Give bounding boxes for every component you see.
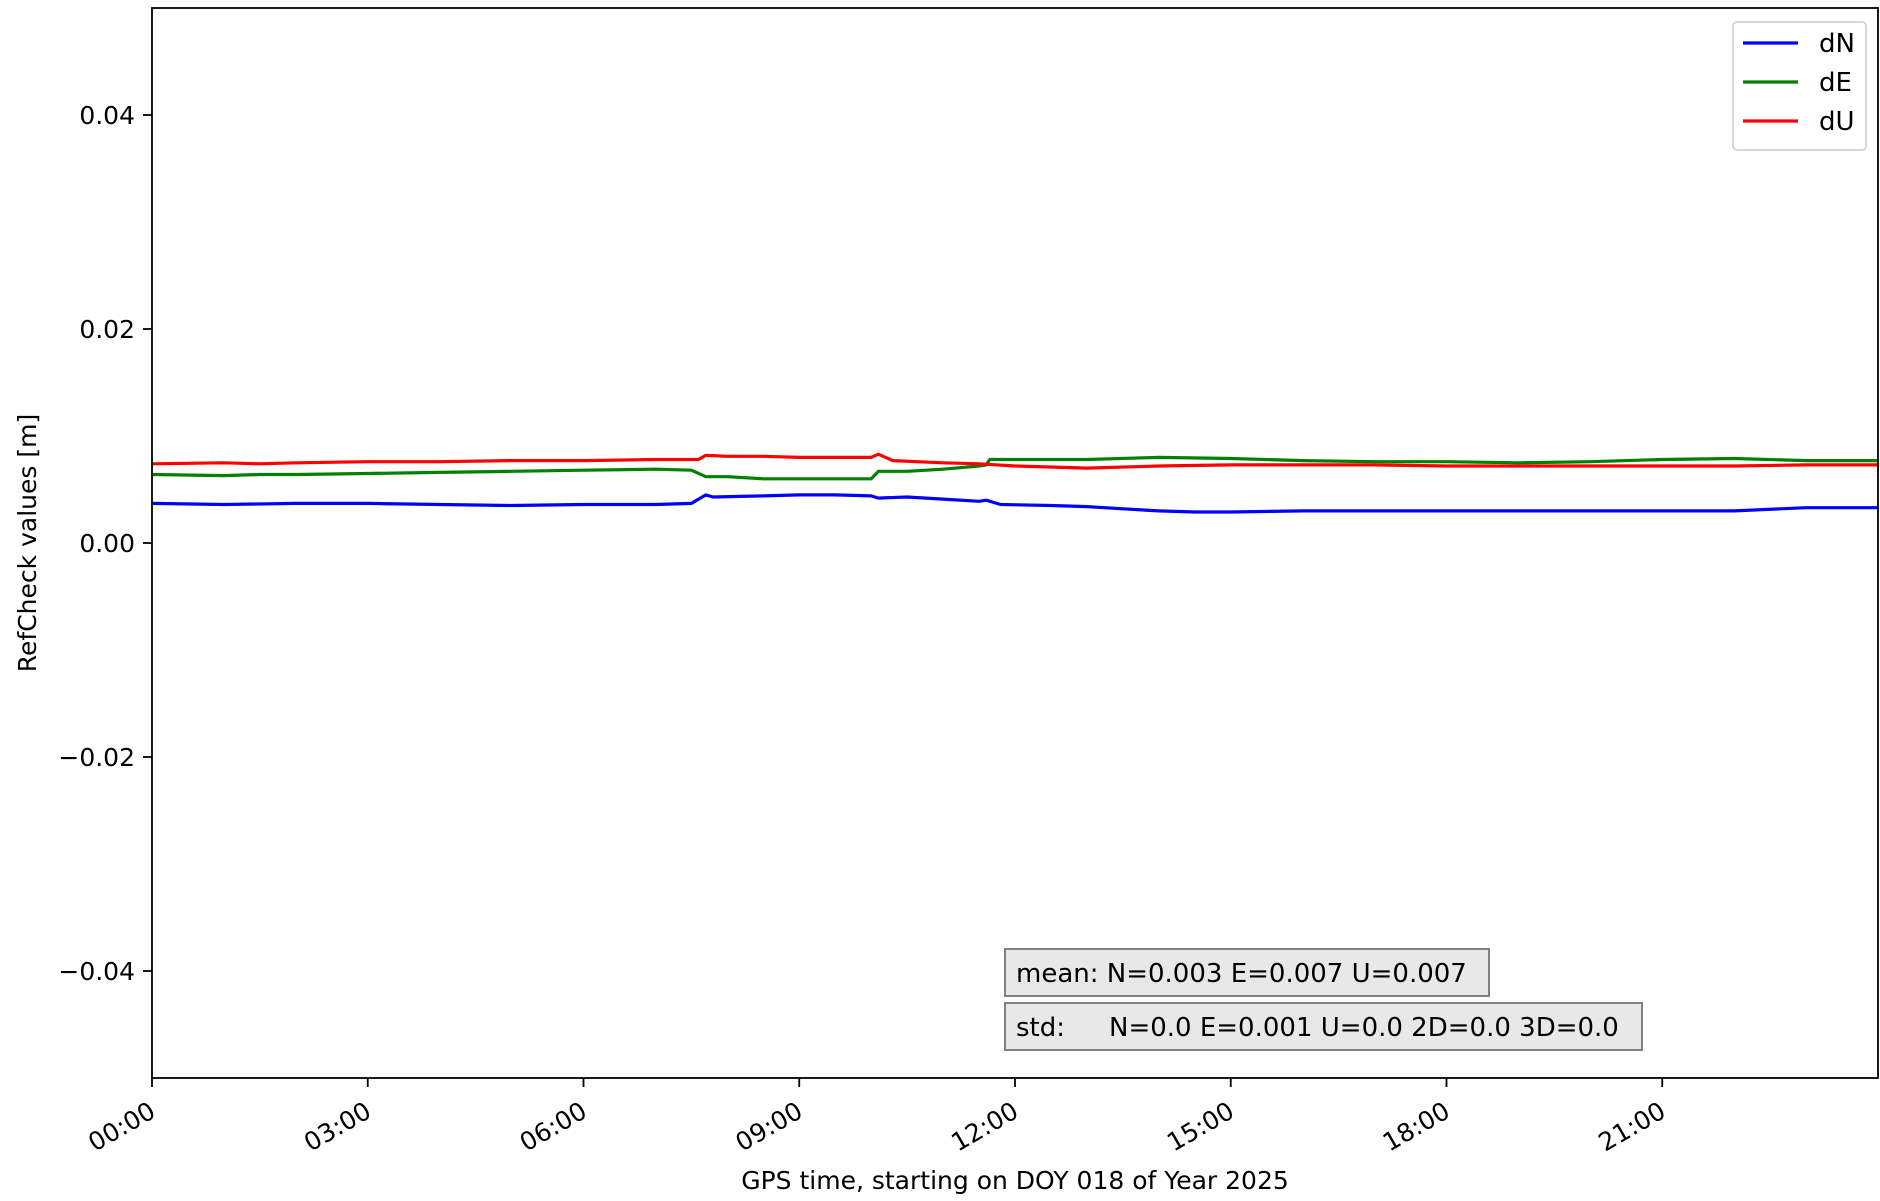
series-line-dN <box>151 493 1878 514</box>
y-tick-label: 0.02 <box>79 315 135 344</box>
y-tick-label: 0.04 <box>79 101 135 130</box>
mean-text: mean: N=0.003 E=0.007 U=0.007 <box>1016 959 1467 989</box>
legend: dN dE dU <box>1732 21 1867 151</box>
mean-annotation: mean: N=0.003 E=0.007 U=0.007 <box>1004 948 1490 997</box>
legend-box <box>1732 21 1867 151</box>
std-annotation: std: N=0.0 E=0.001 U=0.0 2D=0.0 3D=0.0 <box>1004 1002 1643 1051</box>
y-tick-label: 0.00 <box>79 529 135 558</box>
y-tick-label: −0.04 <box>58 957 135 986</box>
series-layer <box>151 452 1878 514</box>
std-label: std: <box>1016 1013 1065 1043</box>
mean-box <box>1004 948 1490 997</box>
y-axis-ticks: 0.04 0.02 0.00 −0.02 −0.04 <box>58 101 152 986</box>
legend-label-dU: dU <box>1819 107 1855 137</box>
x-axis-label: GPS time, starting on DOY 018 of Year 20… <box>741 1166 1289 1195</box>
y-axis-label: RefCheck values [m] <box>13 414 42 672</box>
y-tick-label: −0.02 <box>58 743 135 772</box>
legend-label-dE: dE <box>1819 68 1852 98</box>
series-line-dE <box>151 455 1878 481</box>
std-values: N=0.0 E=0.001 U=0.0 2D=0.0 3D=0.0 <box>1109 1013 1619 1043</box>
series-line-dU <box>151 452 1878 470</box>
legend-label-dN: dN <box>1819 29 1855 59</box>
std-box <box>1004 1002 1643 1051</box>
